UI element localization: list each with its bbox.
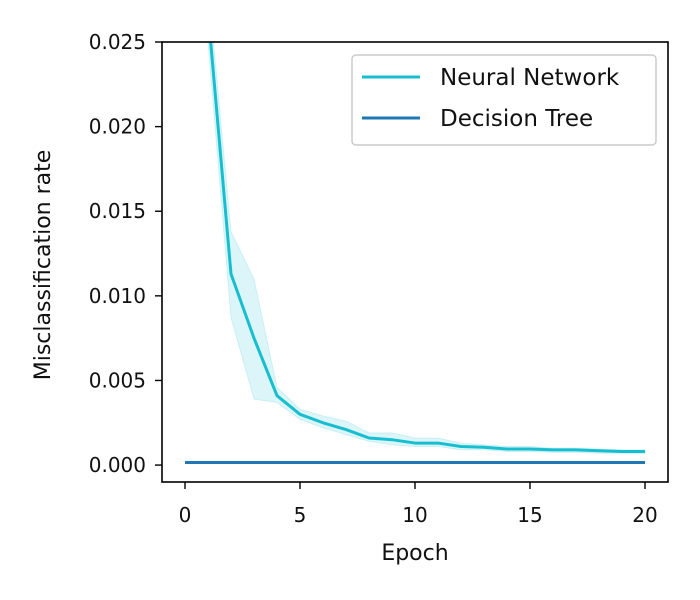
y-tick-label: 0.015 [89, 199, 146, 223]
plot-layer [185, 42, 646, 465]
y-axis-title: Misclassification rate [31, 150, 56, 381]
y-tick-label: 0.005 [89, 368, 146, 392]
x-tick-label: 15 [517, 503, 542, 527]
series-line-neural-network [209, 42, 645, 454]
legend-box [351, 54, 657, 146]
x-tick-label: 0 [179, 503, 192, 527]
x-axis: 0 5 10 15 20 [179, 482, 658, 527]
x-tick-label: 5 [294, 503, 307, 527]
confidence-band-neural-network [207, 42, 646, 454]
legend-label-decision-tree: Decision Tree [440, 106, 593, 132]
x-tick-label: 20 [632, 503, 657, 527]
x-tick-label: 10 [402, 503, 427, 527]
legend: Neural Network Decision Tree [351, 54, 657, 146]
y-tick-label: 0.025 [89, 30, 146, 54]
y-tick-label: 0.000 [89, 453, 146, 477]
legend-label-neural-network: Neural Network [440, 65, 620, 91]
y-tick-label: 0.010 [89, 284, 146, 308]
x-axis-title: Epoch [381, 541, 448, 566]
y-tick-label: 0.020 [89, 115, 146, 139]
y-axis: 0.000 0.005 0.010 0.015 0.020 0.025 [89, 30, 162, 477]
